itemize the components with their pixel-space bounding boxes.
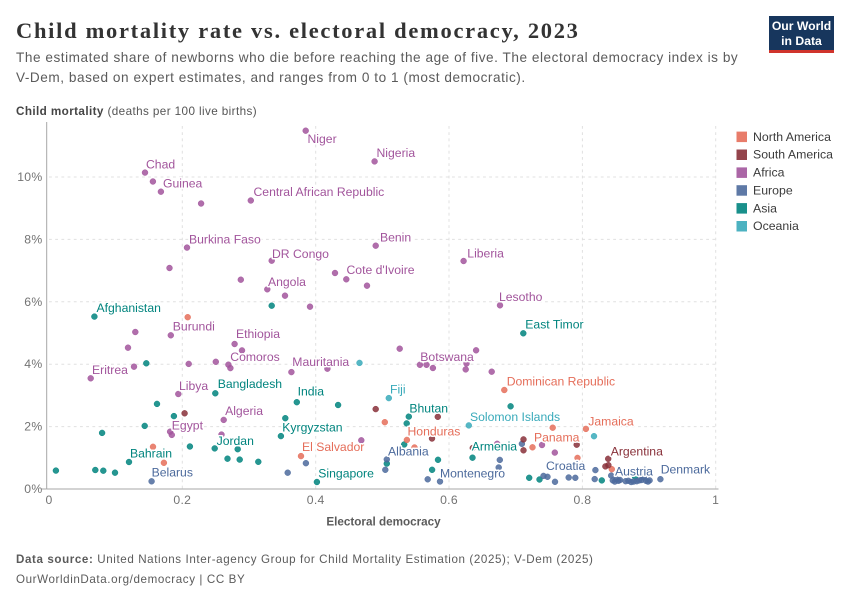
svg-text:Angola: Angola [268, 275, 306, 289]
svg-text:0.2: 0.2 [173, 493, 191, 507]
svg-text:6%: 6% [24, 295, 42, 309]
svg-text:Nigeria: Nigeria [377, 146, 416, 160]
svg-text:Liberia: Liberia [467, 247, 504, 261]
svg-text:0: 0 [45, 493, 52, 507]
svg-text:Lesotho: Lesotho [499, 290, 543, 304]
svg-text:Panama: Panama [534, 430, 580, 444]
svg-text:Africa: Africa [753, 166, 785, 180]
svg-text:Armenia: Armenia [472, 439, 518, 453]
svg-text:East Timor: East Timor [525, 317, 583, 331]
svg-text:1: 1 [712, 493, 719, 507]
svg-text:Argentina: Argentina [611, 445, 663, 459]
svg-text:Bangladesh: Bangladesh [218, 377, 282, 391]
svg-text:Albania: Albania [388, 445, 429, 459]
svg-text:India: India [298, 384, 325, 398]
svg-text:10%: 10% [17, 170, 42, 184]
svg-text:Jamaica: Jamaica [588, 415, 634, 429]
svg-text:Ethiopia: Ethiopia [236, 327, 280, 341]
svg-text:0.4: 0.4 [307, 493, 325, 507]
svg-text:Central African Republic: Central African Republic [254, 185, 385, 199]
svg-text:Mauritania: Mauritania [292, 355, 349, 369]
svg-text:Singapore: Singapore [318, 466, 374, 480]
svg-text:Croatia: Croatia [546, 459, 586, 473]
svg-text:Electoral democracy: Electoral democracy [326, 516, 441, 529]
svg-text:Denmark: Denmark [661, 462, 711, 476]
svg-text:Cote d'Ivoire: Cote d'Ivoire [347, 263, 415, 277]
svg-text:Algeria: Algeria [225, 404, 263, 418]
svg-text:0%: 0% [24, 482, 42, 496]
svg-text:Bhutan: Bhutan [409, 402, 448, 416]
svg-text:Jordan: Jordan [217, 434, 254, 448]
svg-text:Burkina Faso: Burkina Faso [189, 233, 261, 247]
svg-text:Asia: Asia [753, 201, 777, 215]
svg-text:DR Congo: DR Congo [272, 247, 329, 261]
svg-text:4%: 4% [24, 357, 42, 371]
svg-text:0.6: 0.6 [440, 493, 458, 507]
svg-text:Afghanistan: Afghanistan [97, 301, 161, 315]
svg-text:Egypt: Egypt [172, 418, 204, 432]
svg-text:Oceania: Oceania [753, 219, 799, 233]
svg-text:Austria: Austria [615, 464, 653, 478]
svg-text:Belarus: Belarus [152, 465, 193, 479]
svg-text:Honduras: Honduras [408, 425, 461, 439]
svg-text:Eritrea: Eritrea [92, 363, 128, 377]
svg-text:Burundi: Burundi [173, 320, 215, 334]
svg-text:Chad: Chad [146, 157, 175, 171]
svg-text:El Salvador: El Salvador [302, 440, 364, 454]
svg-text:Guinea: Guinea [163, 176, 203, 190]
svg-text:Montenegro: Montenegro [440, 467, 505, 481]
svg-text:Fiji: Fiji [390, 382, 406, 396]
svg-text:Bahrain: Bahrain [130, 447, 172, 461]
svg-text:Solomon Islands: Solomon Islands [470, 410, 560, 424]
svg-text:North America: North America [753, 130, 831, 144]
svg-text:0.8: 0.8 [573, 493, 591, 507]
svg-text:Kyrgyzstan: Kyrgyzstan [282, 420, 342, 434]
svg-text:Dominican Republic: Dominican Republic [507, 375, 615, 389]
svg-text:Europe: Europe [753, 183, 793, 197]
svg-text:Benin: Benin [380, 231, 411, 245]
svg-text:2%: 2% [24, 420, 42, 434]
svg-text:Niger: Niger [308, 132, 337, 146]
svg-text:Botswana: Botswana [420, 350, 474, 364]
svg-text:8%: 8% [24, 232, 42, 246]
svg-text:Comoros: Comoros [230, 350, 279, 364]
svg-text:Libya: Libya [179, 379, 208, 393]
svg-text:South America: South America [753, 148, 833, 162]
